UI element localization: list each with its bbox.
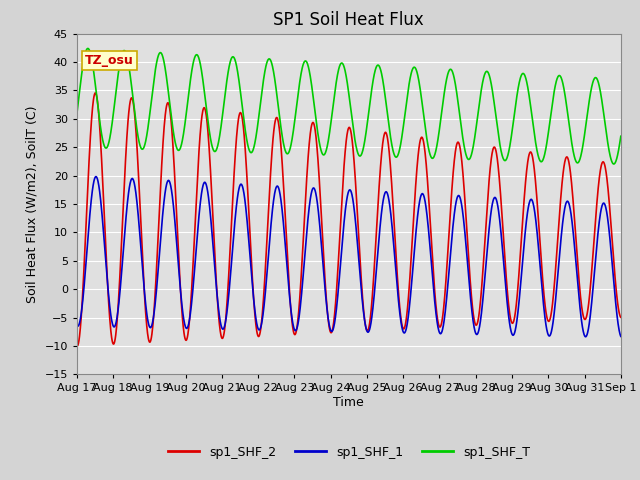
sp1_SHF_2 [73,343,81,348]
Title: SP1 Soil Heat Flux: SP1 Soil Heat Flux [273,11,424,29]
Line: sp1_SHF_2: sp1_SHF_2 [77,93,621,346]
sp1_SHF_2 [617,314,625,320]
sp1_SHF_T [601,120,609,126]
sp1_SHF_2 [602,166,609,172]
sp1_SHF_1 [617,334,625,339]
sp1_SHF_1 [101,246,109,252]
sp1_SHF_2 [602,165,609,170]
sp1_SHF_T [617,133,625,139]
sp1_SHF_T [338,60,346,66]
X-axis label: Time: Time [333,396,364,409]
sp1_SHF_2 [92,90,99,96]
sp1_SHF_1 [582,334,589,340]
sp1_SHF_1 [92,174,100,180]
sp1_SHF_T [502,157,509,163]
sp1_SHF_1 [73,322,81,328]
Y-axis label: Soil Heat Flux (W/m2), SoilT (C): Soil Heat Flux (W/m2), SoilT (C) [26,105,39,303]
sp1_SHF_1 [602,203,609,209]
sp1_SHF_2 [74,343,81,349]
sp1_SHF_T [84,46,92,51]
sp1_SHF_2 [324,310,332,315]
Text: TZ_osu: TZ_osu [85,54,134,67]
sp1_SHF_1 [502,281,509,287]
sp1_SHF_1 [323,308,331,313]
sp1_SHF_2 [338,197,346,203]
sp1_SHF_T [73,112,81,118]
Legend: sp1_SHF_2, sp1_SHF_1, sp1_SHF_T: sp1_SHF_2, sp1_SHF_1, sp1_SHF_T [163,441,535,464]
sp1_SHF_T [610,161,618,167]
sp1_SHF_1 [338,248,346,253]
sp1_SHF_2 [101,230,109,236]
Line: sp1_SHF_T: sp1_SHF_T [77,48,621,164]
sp1_SHF_T [101,144,109,150]
sp1_SHF_T [323,144,331,149]
Line: sp1_SHF_1: sp1_SHF_1 [77,177,621,337]
sp1_SHF_2 [502,267,509,273]
sp1_SHF_1 [602,204,609,210]
sp1_SHF_T [602,122,609,128]
